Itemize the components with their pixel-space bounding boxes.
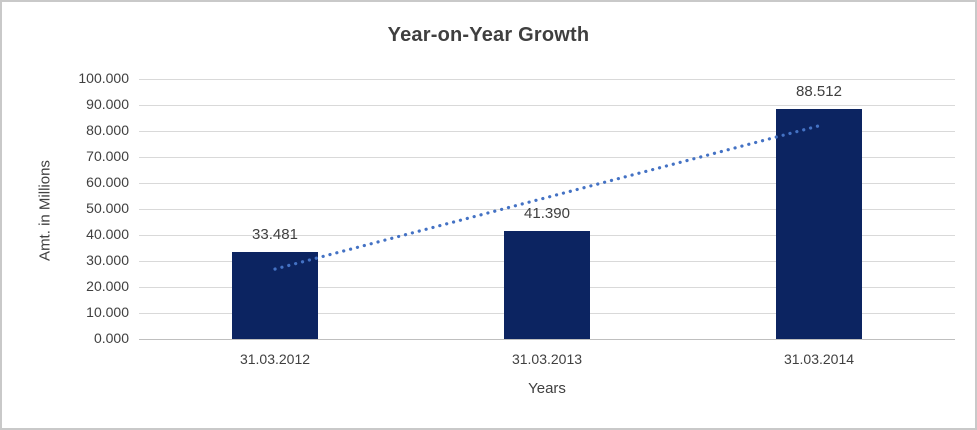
linear-trendline	[273, 124, 821, 271]
x-axis-line	[139, 339, 955, 340]
y-tick-label: 60.000	[86, 174, 129, 190]
y-gridline	[139, 105, 955, 106]
y-gridline	[139, 183, 955, 184]
x-tick-label: 31.03.2012	[239, 351, 311, 367]
y-gridline	[139, 157, 955, 158]
x-tick-label: 31.03.2013	[511, 351, 583, 367]
bar-data-label: 41.390	[524, 205, 570, 223]
y-tick-label: 50.000	[86, 200, 129, 216]
y-tick-label: 70.000	[86, 148, 129, 164]
y-tick-label: 0.000	[93, 330, 129, 346]
bar-31.03.2012	[232, 251, 318, 339]
y-gridline	[139, 79, 955, 80]
bar-31.03.2013	[504, 231, 590, 339]
x-tick-label: 31.03.2014	[783, 351, 855, 367]
bar-data-label: 33.481	[252, 225, 298, 243]
y-gridline	[139, 209, 955, 210]
plot-area	[139, 79, 955, 340]
bar-data-label: 88.512	[796, 82, 842, 100]
y-tick-label: 10.000	[86, 304, 129, 320]
y-tick-label: 100.000	[78, 70, 129, 86]
y-tick-label: 80.000	[86, 122, 129, 138]
y-tick-label: 90.000	[86, 96, 129, 112]
y-tick-label: 30.000	[86, 252, 129, 268]
y-tick-label: 20.000	[86, 278, 129, 294]
bar-31.03.2014	[776, 108, 862, 339]
x-axis-title: Years	[528, 380, 566, 397]
y-tick-label: 40.000	[86, 226, 129, 242]
y-gridline	[139, 131, 955, 132]
chart-title: Year-on-Year Growth	[387, 24, 590, 46]
